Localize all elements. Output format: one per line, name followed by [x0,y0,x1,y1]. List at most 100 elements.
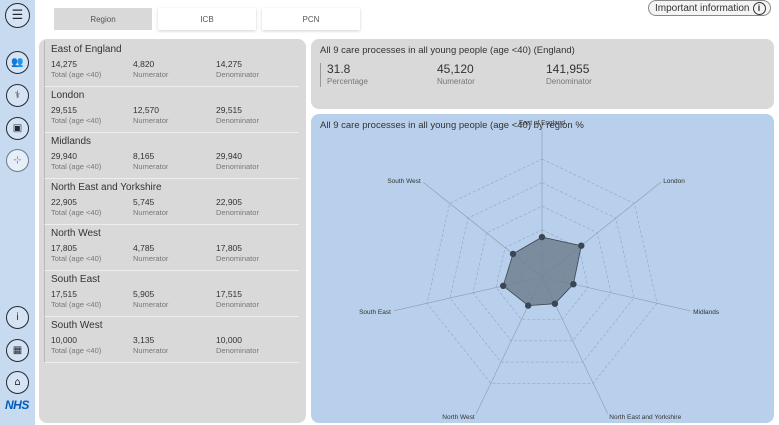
region-total-label: Total (age <40) [51,162,102,171]
kpi-denominator-label: Denominator [546,77,592,86]
region-denominator-label: Denominator [216,300,259,309]
info-icon[interactable]: i [6,306,29,329]
radar-data-point [551,300,559,307]
radar-axis-label: Midlands [693,309,720,316]
region-total-label: Total (age <40) [51,254,102,263]
region-total-label: Total (age <40) [51,300,102,309]
region-row[interactable]: North East and Yorkshire 22,905 Total (age… [44,179,299,225]
region-denominator-value: 17,805 [216,243,242,253]
region-denominator-value: 10,000 [216,335,242,345]
sidebar: ☰ 👥 ⚕ ▣ ⊹ i ▦ ⌂ NHS [0,0,35,425]
region-denominator-label: Denominator [216,208,259,217]
region-denominator-label: Denominator [216,346,259,355]
region-name: South East [51,274,100,285]
radar-axis-label: North East and Yorkshire [609,414,681,421]
region-denominator-value: 22,905 [216,197,242,207]
radar-grid-ring [449,182,635,363]
kpi-percentage-value: 31.8 [327,62,351,76]
kpi-numerator-value: 45,120 [437,62,474,76]
region-name: North East and Yorkshire [51,182,162,193]
region-denominator-value: 17,515 [216,289,242,299]
radar-axis-label: South West [387,178,421,185]
hierarchy-icon[interactable]: ⊹ [6,149,29,172]
region-numerator-label: Numerator [133,346,169,355]
region-denominator-label: Denominator [216,254,259,263]
region-numerator-value: 8,165 [133,151,155,161]
kpi-divider [320,63,321,87]
region-denominator-value: 29,940 [216,151,242,161]
region-total-label: Total (age <40) [51,70,102,79]
region-numerator-label: Numerator [133,208,169,217]
radar-data-point [509,250,517,258]
region-name: Midlands [51,136,92,147]
radar-data-point [578,242,585,249]
region-row[interactable]: South West 10,000 Total (age <40) 3,135 Nume… [44,317,299,363]
important-information-label: Important information [655,2,750,14]
region-denominator-label: Denominator [216,116,259,125]
region-name: London [51,90,85,101]
info-circle-icon: i [752,1,766,15]
table-icon[interactable]: ▦ [6,339,29,362]
radar-axis-label: South East [359,309,391,316]
kpi-numerator: 45,120 Numerator [437,62,475,86]
region-total-value: 10,000 [51,335,77,345]
radar-data-point [538,233,546,241]
region-list-panel: East of England 14,275 Total (age <40) 4,82… [39,39,306,423]
people-icon[interactable]: 👥 [6,51,29,74]
region-row[interactable]: South East 17,515 Total (age <40) 5,905 Nume… [44,271,299,317]
region-denominator-label: Denominator [216,70,259,79]
region-numerator-value: 4,820 [133,59,155,69]
radar-grid-ring [495,229,589,320]
menu-icon[interactable]: ☰ [5,3,30,28]
region-name: East of England [51,44,122,55]
region-numerator-value: 12,570 [133,105,159,115]
region-numerator-label: Numerator [133,162,169,171]
radar-axis-label: London [663,178,685,185]
kpi-percentage-label: Percentage [327,77,368,86]
tab-icb[interactable]: ICB [158,8,256,30]
region-total-label: Total (age <40) [51,116,102,125]
region-row[interactable]: North West 17,805 Total (age <40) 4,785 Nume… [44,225,299,271]
region-row[interactable]: London 29,515 Total (age <40) 12,570 Numerat… [44,87,299,133]
region-total-value: 14,275 [51,59,77,69]
radar-axis-label: North West [442,414,475,421]
kpi-percentage: 31.8 Percentage [327,62,368,86]
region-total-value: 17,515 [51,289,77,299]
tab-region[interactable]: Region [54,8,152,30]
region-numerator-value: 5,745 [133,197,155,207]
region-numerator-label: Numerator [133,300,169,309]
region-total-value: 22,905 [51,197,77,207]
region-numerator-value: 5,905 [133,289,155,299]
radar-chart-card: All 9 care processes in all young people… [311,114,774,423]
england-summary-card: All 9 care processes in all young people… [311,39,774,109]
nhs-logo: NHS [5,398,29,412]
important-information-button[interactable]: Important information i [648,0,771,16]
region-total-label: Total (age <40) [51,208,102,217]
kpi-denominator-value: 141,955 [546,62,590,76]
radar-title: All 9 care processes in all young people… [320,120,584,131]
radar-chart: East of England London Midlands North East … [359,120,720,422]
region-numerator-label: Numerator [133,70,169,79]
region-total-value: 29,515 [51,105,77,115]
region-total-value: 17,805 [51,243,77,253]
radar-data-point [525,302,532,309]
hospital-icon[interactable]: ▣ [6,117,29,140]
region-denominator-value: 29,515 [216,105,242,115]
summary-title: All 9 care processes in all young people… [320,45,575,56]
region-row[interactable]: Midlands 29,940 Total (age <40) 8,165 Numera… [44,133,299,179]
region-name: North West [51,228,101,239]
radar-data-point [570,281,577,288]
region-total-value: 29,940 [51,151,77,161]
stethoscope-icon[interactable]: ⚕ [6,84,29,107]
region-numerator-label: Numerator [133,254,169,263]
region-denominator-value: 14,275 [216,59,242,69]
home-icon[interactable]: ⌂ [6,371,29,394]
region-row[interactable]: East of England 14,275 Total (age <40) 4,82… [44,41,299,87]
region-numerator-label: Numerator [133,116,169,125]
radar-data-area [502,236,582,307]
radar-grid-ring [426,158,658,384]
region-numerator-value: 4,785 [133,243,155,253]
tab-pcn[interactable]: PCN [262,8,360,30]
radar-axis-label: East of England [519,120,565,127]
region-numerator-value: 3,135 [133,335,155,345]
